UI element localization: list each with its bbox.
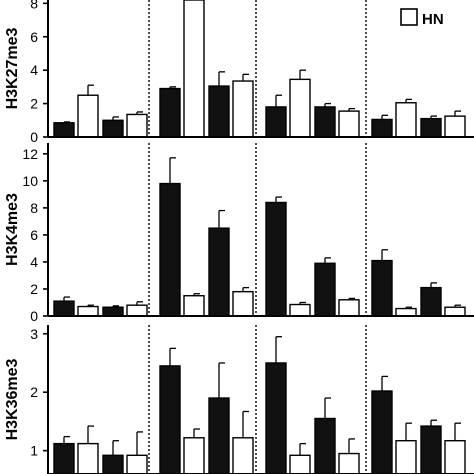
bar-g1-2: [77, 442, 99, 474]
panel-3: 1 2 3 H3K36me3: [4, 325, 474, 474]
legend: HN: [400, 8, 444, 28]
bar-g3-4: [338, 110, 360, 138]
bar-g4-3: [420, 286, 442, 317]
y-axis-title: H3K27me3: [4, 27, 21, 109]
bar-g2-1: [159, 87, 181, 138]
bar-g3-2: [289, 78, 311, 138]
y-tick-label: 12: [22, 146, 38, 162]
bar-g4-2: [395, 102, 417, 138]
y-tick-label: 2: [30, 384, 38, 400]
y-tick-label: 6: [30, 29, 38, 45]
bar-g2-1: [159, 365, 181, 474]
bar-g3-1: [265, 106, 287, 138]
legend-open-label: HN: [422, 11, 444, 28]
panel-2: 0 2 4 6 8 10 12 H3K4me3: [4, 143, 474, 324]
bar-g4-4: [444, 306, 466, 317]
bar-g1-3: [102, 306, 124, 317]
bar-g3-3: [314, 417, 336, 474]
bar-g1-1: [53, 300, 75, 317]
bar-g4-2: [395, 439, 417, 474]
bar-g2-3: [208, 397, 230, 474]
bar-g4-1: [371, 118, 393, 138]
y-tick-label: 4: [30, 62, 38, 78]
bar-g2-2: [183, 295, 205, 317]
bar-g4-1: [371, 259, 393, 317]
bar-g1-3: [102, 119, 124, 138]
bar-g2-4: [232, 290, 254, 317]
bar-g4-2: [395, 307, 417, 317]
bar-g3-4: [338, 299, 360, 317]
bar-g4-4: [444, 115, 466, 138]
bar-g1-4: [126, 113, 148, 138]
bar-g1-3: [102, 454, 124, 474]
y-tick-label: 0: [30, 308, 38, 324]
y-tick-label: 2: [30, 96, 38, 112]
bar-g4-3: [420, 117, 442, 138]
bar-g3-3: [314, 262, 336, 317]
bar-g2-1: [159, 182, 181, 317]
bar-g2-3: [208, 227, 230, 317]
bar-g2-3: [208, 85, 230, 138]
y-tick-label: 8: [30, 200, 38, 216]
y-tick-label: 8: [30, 0, 38, 11]
bar-g3-1: [265, 201, 287, 317]
bar-g2-4: [232, 80, 254, 138]
bar-g3-1: [265, 362, 287, 474]
y-tick-label: 3: [30, 326, 38, 342]
bar-g2-2: [183, 0, 205, 138]
y-axis-title: H3K4me3: [4, 193, 21, 266]
bar-g1-1: [53, 442, 75, 474]
bar-g1-2: [77, 305, 99, 317]
bar-g1-2: [77, 94, 99, 138]
y-tick-label: 6: [30, 227, 38, 243]
bar-g2-2: [183, 437, 205, 474]
bar-g3-2: [289, 303, 311, 317]
bar-g4-3: [420, 425, 442, 474]
bar-g3-3: [314, 106, 336, 138]
bar-g1-4: [126, 304, 148, 317]
bar-g3-2: [289, 454, 311, 474]
panel-1: 0 2 4 6 8 H3K27me3: [4, 0, 474, 145]
bar-g3-4: [338, 452, 360, 474]
y-tick-label: 10: [22, 173, 38, 189]
bar-g4-4: [444, 439, 466, 474]
y-axis-title: H3K36me3: [4, 358, 21, 440]
legend-open-swatch: [400, 8, 418, 26]
bar-g1-4: [126, 454, 148, 474]
y-tick-label: 1: [30, 443, 38, 459]
y-tick-label: 4: [30, 254, 38, 270]
bar-g2-4: [232, 437, 254, 474]
y-tick-label: 2: [30, 281, 38, 297]
y-tick-label: 0: [30, 129, 38, 145]
bar-g4-1: [371, 390, 393, 474]
bar-g1-1: [53, 122, 75, 138]
